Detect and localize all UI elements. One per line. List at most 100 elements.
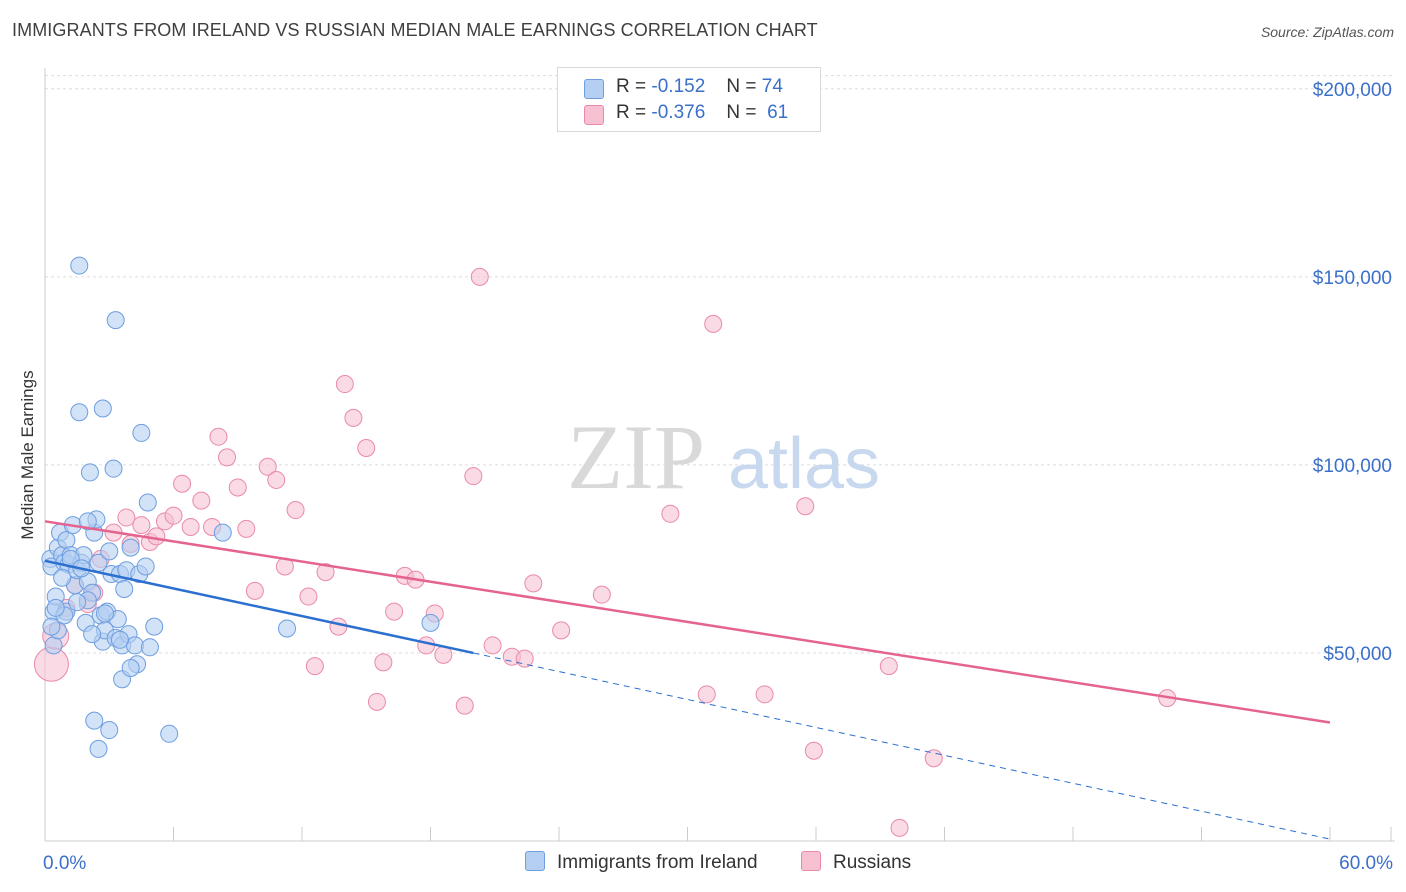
russians-point	[374, 653, 393, 672]
ireland-point	[106, 311, 125, 330]
russians-point	[661, 504, 680, 523]
russians-point	[697, 685, 716, 704]
legend-r-label: R =	[616, 102, 647, 123]
ireland-point	[46, 598, 65, 617]
bottom-legend-russians: Russians	[801, 851, 911, 874]
ireland-point	[44, 636, 63, 655]
x-tick-label-max: 60.0%	[1339, 853, 1393, 874]
russians-point	[524, 574, 543, 593]
ireland-points	[41, 256, 440, 758]
legend-r-label: R =	[616, 76, 647, 97]
legend-n-label: N =	[726, 102, 757, 123]
russians-point	[455, 696, 474, 715]
russians-point	[357, 438, 376, 457]
russians-point	[470, 267, 489, 286]
trend-lines	[44, 520, 1331, 840]
ireland-point	[70, 256, 89, 275]
bottom-legend-russians-label: Russians	[833, 852, 912, 873]
russians-trend-line	[44, 520, 1331, 724]
legend: R = -0.152 N = 74 R = -0.376 N = 61	[557, 67, 821, 132]
ireland-point	[132, 423, 151, 442]
ireland-point	[115, 580, 134, 599]
ireland-point	[121, 658, 140, 677]
ireland-point	[100, 542, 119, 561]
russians-point	[181, 517, 200, 536]
ireland-point	[89, 739, 108, 758]
russians-point	[316, 563, 335, 582]
russians-point	[385, 602, 404, 621]
russians-point	[335, 375, 354, 394]
russians-point	[117, 508, 136, 527]
x-tick-label-min: 0.0%	[43, 853, 86, 874]
ireland-point	[57, 531, 76, 550]
russians-point	[237, 519, 256, 538]
ireland-point	[83, 625, 102, 644]
russians-point	[299, 587, 318, 606]
ireland-point	[100, 721, 119, 740]
watermark-atlas: atlas	[728, 424, 880, 504]
legend-swatch-ireland	[584, 79, 604, 99]
bottom-legend-swatch-ireland	[525, 851, 545, 871]
ireland-point	[80, 463, 99, 482]
ireland-point	[160, 724, 179, 743]
ireland-point	[213, 523, 232, 542]
legend-russians-n: 61	[767, 102, 789, 123]
chart-title: IMMIGRANTS FROM IRELAND VS RUSSIAN MEDIA…	[12, 20, 818, 40]
russians-point	[890, 818, 909, 837]
ireland-point	[85, 711, 104, 730]
russians-point	[592, 585, 611, 604]
russians-point	[192, 491, 211, 510]
ireland-point	[125, 636, 144, 655]
russians-point	[245, 581, 264, 600]
russians-point	[173, 474, 192, 493]
ireland-trend-line	[44, 559, 474, 655]
bottom-legend-ireland: Immigrants from Ireland	[525, 851, 758, 874]
russians-point	[344, 408, 363, 427]
russians-point	[417, 636, 436, 655]
legend-n-label: N =	[726, 76, 757, 97]
russians-point	[924, 749, 943, 768]
ireland-point	[42, 617, 61, 636]
russians-point	[218, 448, 237, 467]
ireland-point	[140, 638, 159, 657]
watermark-zip: ZIP	[567, 406, 705, 508]
russians-point	[228, 478, 247, 497]
y-tick-label: $50,000	[1323, 644, 1392, 665]
ireland-point	[53, 568, 72, 587]
russians-point	[879, 657, 898, 676]
russians-point	[704, 314, 723, 333]
legend-ireland-r: -0.152	[651, 76, 706, 97]
bottom-legend-swatch-russians	[801, 851, 821, 871]
russians-point	[515, 649, 534, 668]
y-tick-labels: $50,000 $100,000 $150,000 $200,000	[1313, 80, 1392, 665]
russians-point	[305, 657, 324, 676]
russians-point	[258, 457, 277, 476]
russians-point	[755, 685, 774, 704]
ireland-point	[70, 403, 89, 422]
ireland-point	[93, 399, 112, 418]
russians-point	[267, 470, 286, 489]
legend-ireland-n: 74	[761, 76, 783, 97]
x-tick-labels: 0.0% 60.0%	[43, 853, 1393, 874]
y-tick-label: $100,000	[1313, 456, 1392, 477]
y-axis-label: Median Male Earnings	[18, 370, 37, 539]
russians-point	[552, 621, 571, 640]
ireland-point	[110, 630, 129, 649]
ireland-point	[104, 459, 123, 478]
russians-point	[209, 427, 228, 446]
ireland-point	[145, 617, 164, 636]
russians-point	[286, 501, 305, 520]
bottom-legend-ireland-label: Immigrants from Ireland	[557, 852, 758, 873]
russians-point	[804, 741, 823, 760]
y-tick-label: $150,000	[1313, 268, 1392, 289]
watermark: ZIP atlas	[567, 406, 880, 508]
axes	[44, 68, 1395, 842]
ireland-point	[421, 613, 440, 632]
ireland-point	[78, 512, 97, 531]
russians-point	[164, 506, 183, 525]
russians-point	[483, 636, 502, 655]
legend-swatch-russians	[584, 105, 604, 125]
russians-point	[796, 497, 815, 516]
ireland-point	[95, 604, 114, 623]
